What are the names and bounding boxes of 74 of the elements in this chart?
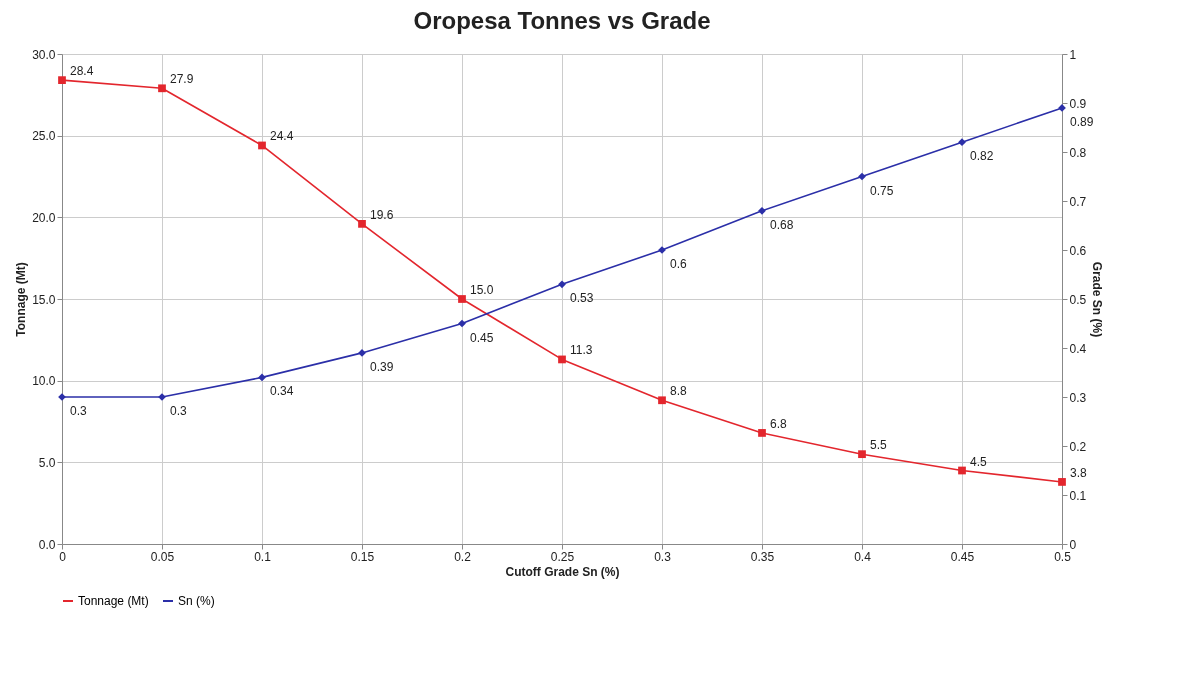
y2-tick-label: 0.6 [1069, 243, 1087, 258]
data-label: 8.8 [670, 384, 688, 399]
x-tick-label: 0.15 [350, 549, 375, 564]
data-label: 0.3 [70, 404, 88, 418]
point [158, 84, 166, 93]
data-label: 0.82 [970, 149, 994, 164]
data-label: 19.6 [370, 207, 394, 222]
point [458, 295, 466, 303]
y2-tick-label: 0.3 [1069, 390, 1087, 405]
data-label: 0.6 [670, 257, 688, 271]
x-tick-label: 0.35 [750, 549, 775, 564]
point [958, 138, 966, 147]
data-label: 11.3 [570, 343, 593, 358]
x-tick-label: 0.2 [454, 549, 472, 564]
y2-tick-label: 1 [1069, 47, 1077, 62]
x-axis-title: Cutoff Grade Sn (%) [505, 564, 620, 579]
point [758, 429, 766, 437]
y2-axis-title: Grade Sn (%) [1090, 261, 1105, 338]
y-tick-label: 5.0 [38, 455, 56, 470]
point [658, 396, 666, 405]
data-label: 6.8 [770, 416, 788, 431]
data-label: 27.9 [170, 72, 194, 87]
point [858, 450, 866, 459]
point [458, 319, 466, 328]
y2-tick-label: 0.1 [1069, 488, 1087, 503]
point [258, 373, 266, 382]
chart-title: Oropesa Tonnes vs Grade [413, 7, 711, 34]
x-tick-label: 0.25 [550, 549, 575, 564]
data-label: 0.3 [170, 404, 188, 418]
legend-label: Tonnage (Mt) [78, 594, 149, 608]
y-tick-label: 15.0 [32, 292, 56, 307]
point [558, 280, 566, 289]
y2-tick-label: 0.2 [1069, 439, 1087, 454]
x-tick-label: 0.45 [950, 549, 975, 564]
y-axis-title: Tonnage (Mt) [14, 262, 29, 337]
x-tick-label: 0.05 [150, 549, 175, 564]
point [558, 355, 566, 364]
data-label: 0.89 [1070, 114, 1094, 129]
y-tick-label: 25.0 [32, 129, 56, 144]
data-label: 3.8 [1070, 465, 1088, 480]
x-tick-label: 0.5 [1054, 549, 1072, 564]
data-label: 0.34 [270, 384, 294, 399]
y-tick-label: 10.0 [32, 374, 56, 389]
y-tick-label: 0.0 [38, 537, 56, 552]
y2-tick-label: 0 [1069, 537, 1077, 552]
x-tick-label: 0 [59, 549, 67, 564]
y-tick-label: 30.0 [32, 47, 56, 62]
x-tick-label: 0.4 [854, 549, 872, 564]
data-label: 5.5 [870, 438, 888, 453]
y-tick-label: 20.0 [32, 210, 56, 225]
data-label: 28.4 [70, 64, 94, 79]
data-label: 0.68 [770, 217, 794, 232]
legend-label: Sn (%) [178, 594, 215, 608]
point [358, 219, 366, 228]
data-label: 0.53 [570, 291, 594, 306]
y2-tick-label: 0.9 [1069, 96, 1087, 111]
point [1058, 478, 1066, 486]
data-label: 24.4 [270, 129, 294, 144]
point [858, 172, 866, 181]
data-label: 4.5 [970, 454, 988, 469]
point [758, 206, 766, 215]
point [958, 466, 966, 475]
x-tick-label: 0.1 [254, 549, 272, 564]
data-label: 0.39 [370, 359, 394, 374]
data-label: 15.0 [470, 283, 494, 297]
y2-tick-label: 0.5 [1069, 292, 1087, 307]
y2-tick-label: 0.8 [1069, 145, 1087, 160]
point [58, 76, 66, 85]
y2-tick-label: 0.7 [1069, 194, 1087, 209]
y2-tick-label: 0.4 [1069, 341, 1087, 356]
data-label: 0.45 [470, 330, 494, 345]
point [258, 141, 266, 150]
x-tick-label: 0.3 [654, 549, 672, 564]
data-label: 0.75 [870, 183, 894, 198]
